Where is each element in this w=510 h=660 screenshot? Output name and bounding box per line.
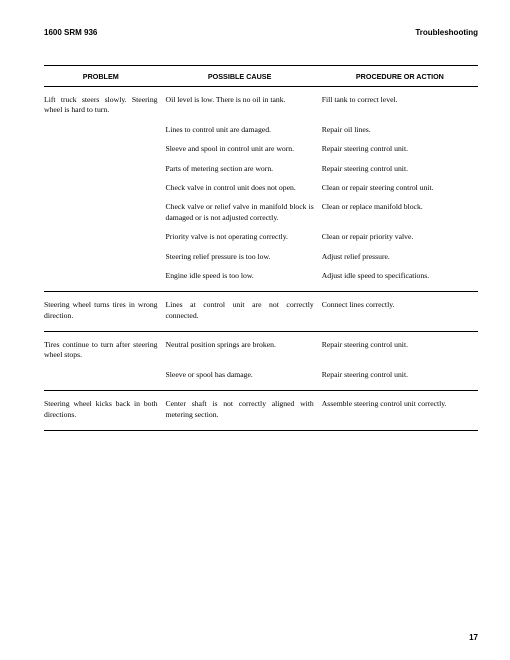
cell-action: Repair steering control unit. <box>322 144 478 154</box>
column-header-cause: POSSIBLE CAUSE <box>166 72 322 81</box>
cell-cause: Sleeve or spool has damage. <box>166 370 322 380</box>
cell-problem: Steering wheel turns tires in wrong dire… <box>44 300 166 321</box>
cell-cause: Priority valve is not operating correctl… <box>166 232 322 242</box>
troubleshooting-table: PROBLEM POSSIBLE CAUSE PROCEDURE OR ACTI… <box>44 65 478 431</box>
table-header-row: PROBLEM POSSIBLE CAUSE PROCEDURE OR ACTI… <box>44 65 478 87</box>
table-row: Lines to control unit are damaged.Repair… <box>44 125 478 135</box>
table-section: Lift truck steers slowly. Steering wheel… <box>44 87 478 292</box>
table-row: Check valve or relief valve in manifold … <box>44 202 478 223</box>
cell-action: Repair steering control unit. <box>322 164 478 174</box>
cell-problem <box>44 202 166 223</box>
cell-cause: Lines at control unit are not correctly … <box>166 300 322 321</box>
page-header: 1600 SRM 936 Troubleshooting <box>44 28 478 37</box>
cell-problem <box>44 271 166 281</box>
table-row: Priority valve is not operating correctl… <box>44 232 478 242</box>
cell-action: Repair steering control unit. <box>322 340 478 361</box>
cell-action: Clean or repair priority valve. <box>322 232 478 242</box>
header-right: Troubleshooting <box>415 28 478 37</box>
cell-cause: Check valve in control unit does not ope… <box>166 183 322 193</box>
cell-problem: Lift truck steers slowly. Steering wheel… <box>44 95 166 116</box>
cell-action: Fill tank to correct level. <box>322 95 478 116</box>
cell-cause: Steering relief pressure is too low. <box>166 252 322 262</box>
table-section: Steering wheel kicks back in both direct… <box>44 391 478 431</box>
table-row: Tires continue to turn after steering wh… <box>44 340 478 361</box>
column-header-action: PROCEDURE OR ACTION <box>322 72 478 81</box>
table-section: Steering wheel turns tires in wrong dire… <box>44 292 478 332</box>
cell-action: Repair oil lines. <box>322 125 478 135</box>
table-section: Tires continue to turn after steering wh… <box>44 332 478 391</box>
header-left: 1600 SRM 936 <box>44 28 97 37</box>
cell-action: Repair steering control unit. <box>322 370 478 380</box>
page: 1600 SRM 936 Troubleshooting PROBLEM POS… <box>0 0 510 660</box>
cell-problem <box>44 125 166 135</box>
cell-problem <box>44 232 166 242</box>
table-row: Engine idle speed is too low.Adjust idle… <box>44 271 478 281</box>
table-row: Lift truck steers slowly. Steering wheel… <box>44 95 478 116</box>
cell-problem: Steering wheel kicks back in both direct… <box>44 399 166 420</box>
cell-cause: Neutral position springs are broken. <box>166 340 322 361</box>
page-number: 17 <box>469 633 478 642</box>
table-row: Steering wheel kicks back in both direct… <box>44 399 478 420</box>
cell-problem <box>44 370 166 380</box>
cell-cause: Oil level is low. There is no oil in tan… <box>166 95 322 116</box>
cell-problem <box>44 183 166 193</box>
table-row: Sleeve or spool has damage.Repair steeri… <box>44 370 478 380</box>
column-header-problem: PROBLEM <box>44 72 166 81</box>
cell-cause: Parts of metering section are worn. <box>166 164 322 174</box>
cell-problem <box>44 252 166 262</box>
cell-cause: Check valve or relief valve in manifold … <box>166 202 322 223</box>
cell-problem <box>44 164 166 174</box>
table-row: Steering wheel turns tires in wrong dire… <box>44 300 478 321</box>
cell-cause: Lines to control unit are damaged. <box>166 125 322 135</box>
cell-problem <box>44 144 166 154</box>
cell-action: Clean or replace manifold block. <box>322 202 478 223</box>
cell-action: Clean or repair steering control unit. <box>322 183 478 193</box>
cell-action: Connect lines correctly. <box>322 300 478 321</box>
cell-cause: Sleeve and spool in control unit are wor… <box>166 144 322 154</box>
table-row: Parts of metering section are worn.Repai… <box>44 164 478 174</box>
table-row: Steering relief pressure is too low.Adju… <box>44 252 478 262</box>
cell-action: Assemble steering control unit correctly… <box>322 399 478 420</box>
cell-action: Adjust idle speed to specifications. <box>322 271 478 281</box>
table-row: Check valve in control unit does not ope… <box>44 183 478 193</box>
table-body: Lift truck steers slowly. Steering wheel… <box>44 87 478 431</box>
cell-cause: Engine idle speed is too low. <box>166 271 322 281</box>
table-row: Sleeve and spool in control unit are wor… <box>44 144 478 154</box>
cell-problem: Tires continue to turn after steering wh… <box>44 340 166 361</box>
cell-cause: Center shaft is not correctly aligned wi… <box>166 399 322 420</box>
cell-action: Adjust relief pressure. <box>322 252 478 262</box>
